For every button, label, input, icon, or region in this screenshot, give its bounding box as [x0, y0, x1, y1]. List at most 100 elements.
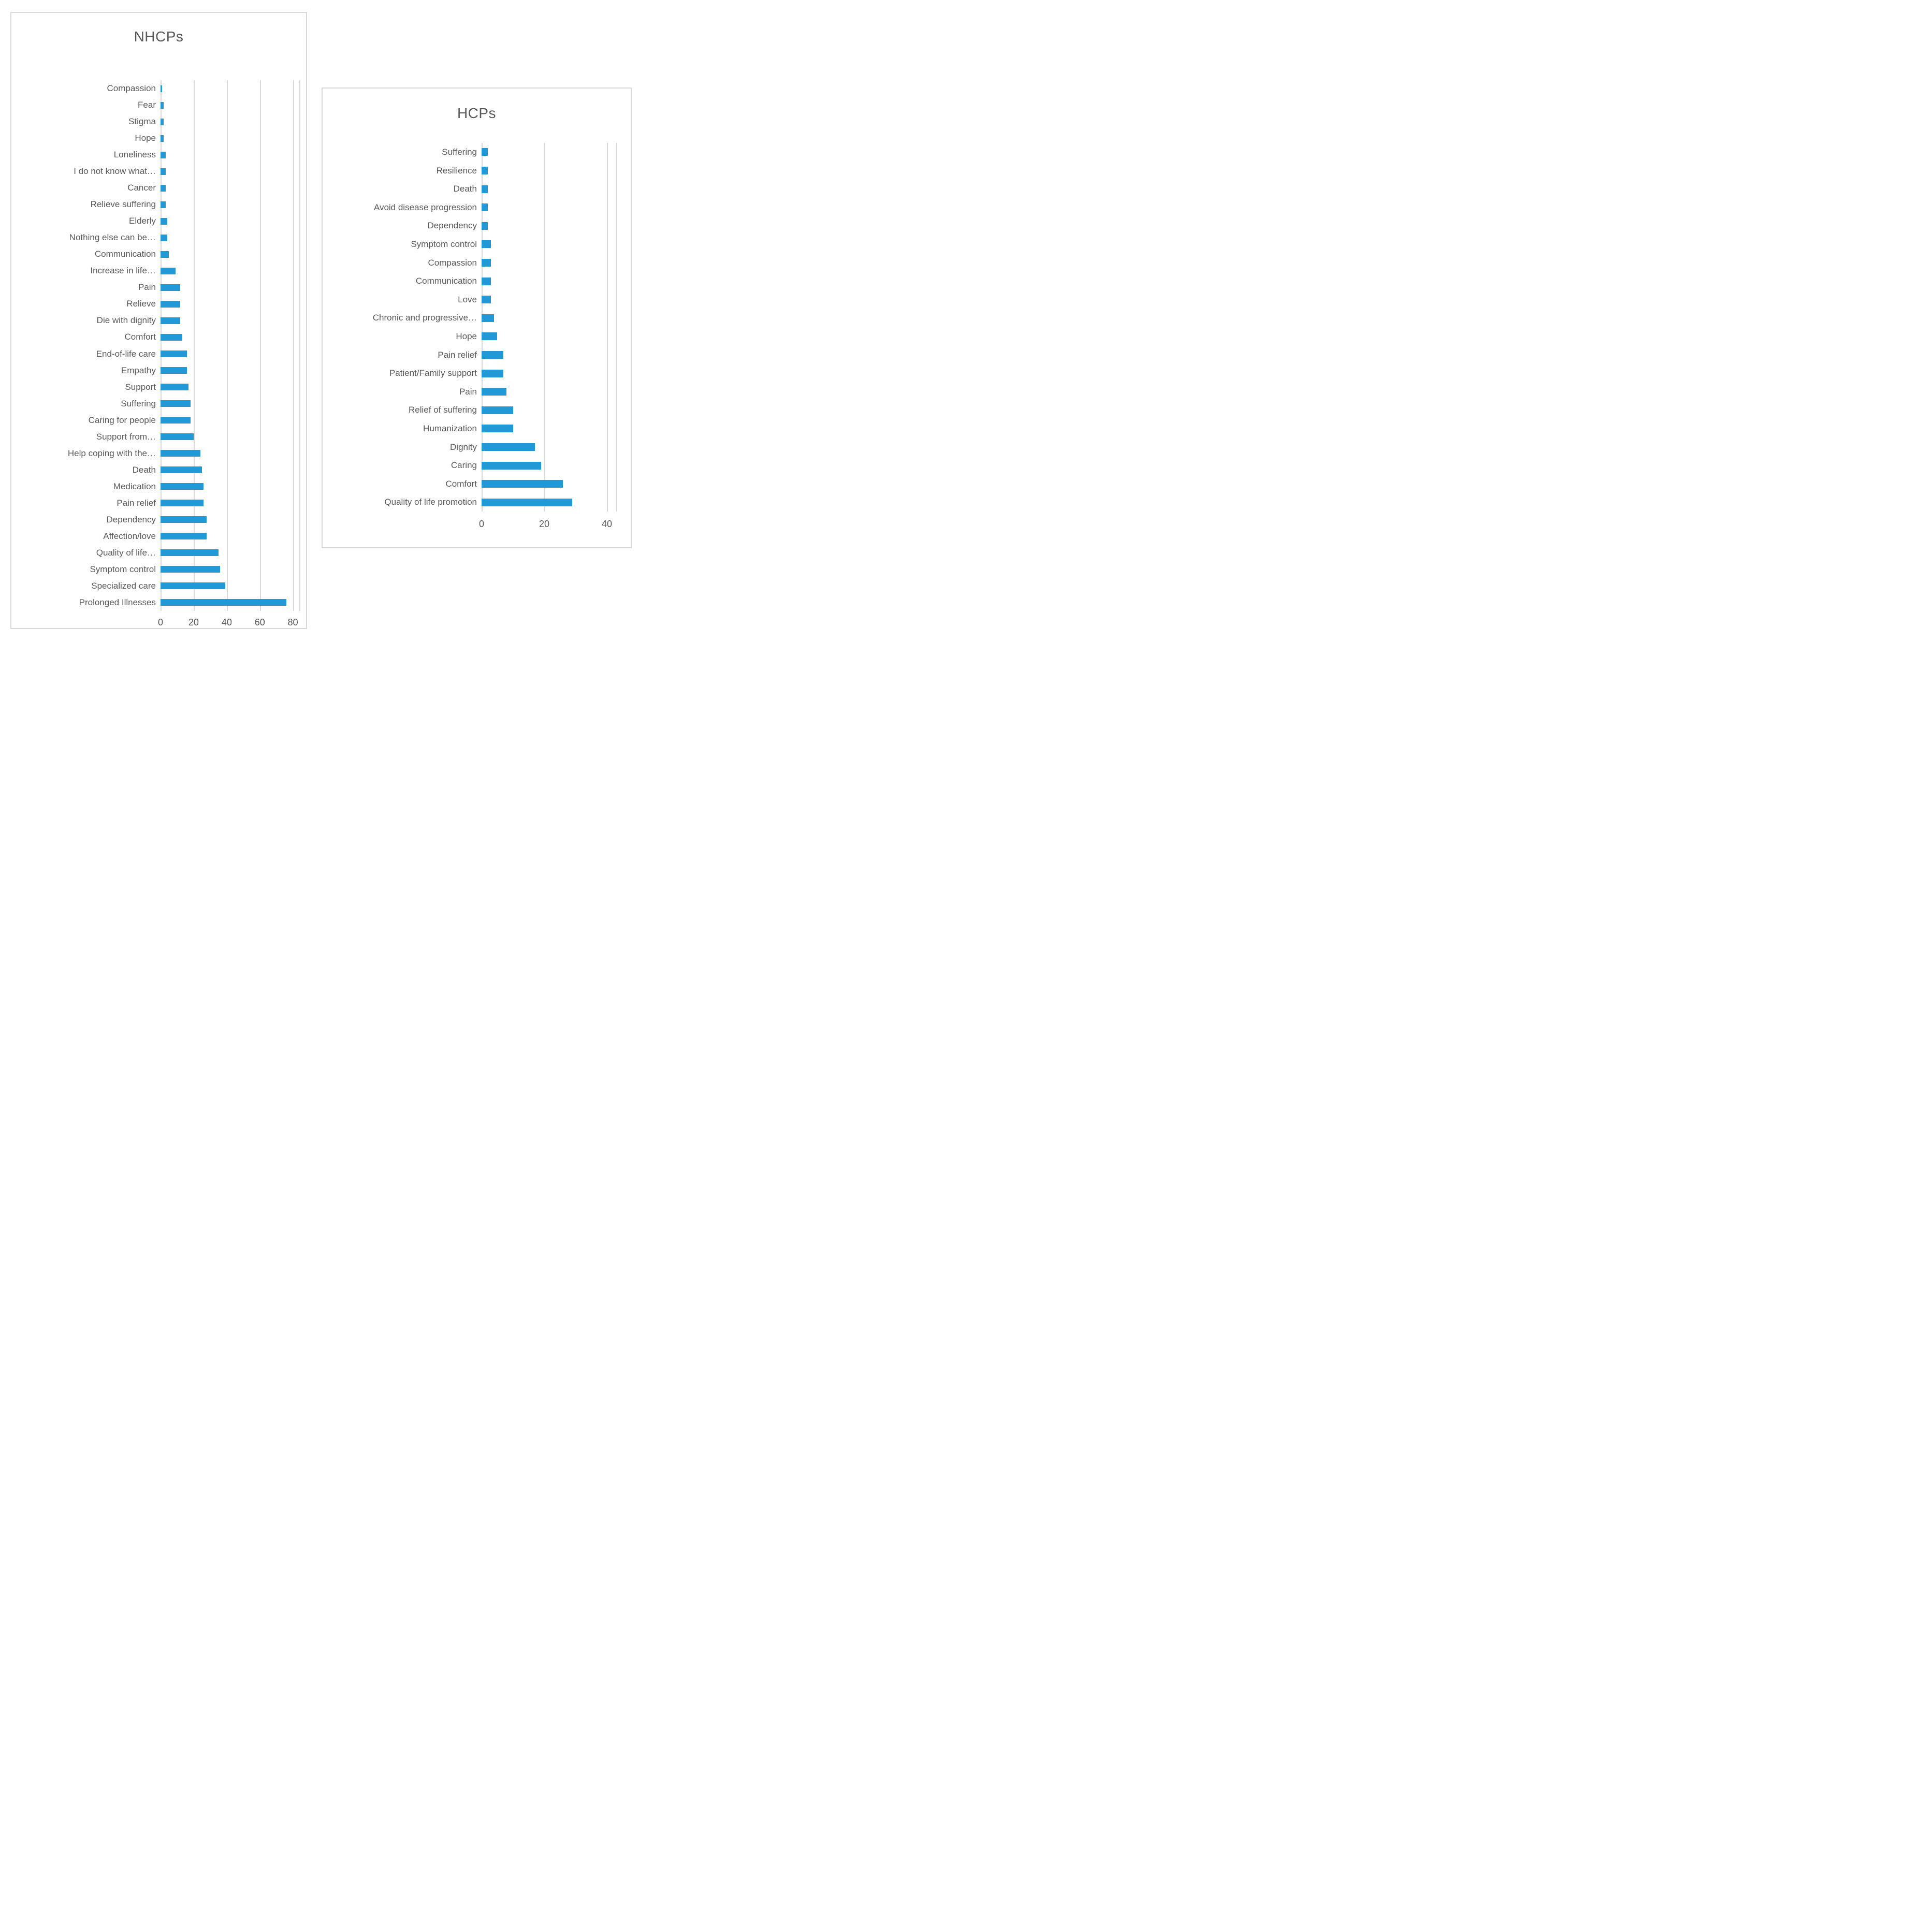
category-label: Medication [113, 481, 156, 491]
bar [482, 406, 513, 414]
bar [161, 333, 182, 341]
category-label: Die with dignity [96, 315, 156, 326]
category-label: Comfort [124, 332, 156, 342]
bar [161, 384, 189, 391]
x-tick-label: 40 [601, 519, 613, 529]
page: NHCPs Compassion Fear Stigma Hope Loneliness… [0, 0, 644, 638]
nhcps-chart-title: NHCPs [134, 28, 184, 45]
gridline [544, 143, 545, 512]
category-label: Avoid disease progression [373, 202, 477, 212]
bar [161, 599, 286, 606]
bar [482, 148, 488, 156]
category-label: Chronic and progressive… [372, 313, 477, 323]
category-label: Loneliness [113, 150, 156, 160]
category-label: I do not know what… [74, 166, 156, 177]
hcps-bar-chart: HCPs Suffering Resilience Death Avoid disea… [322, 87, 632, 548]
category-label: Suffering [121, 398, 156, 408]
bar [482, 332, 498, 341]
category-label: Patient/Family support [389, 368, 477, 378]
bar [161, 284, 181, 291]
bar [482, 314, 495, 322]
bar [161, 101, 164, 109]
category-label: Quality of life promotion [384, 497, 477, 507]
category-label: Increase in life… [90, 266, 156, 276]
category-label: Relieve [126, 299, 156, 309]
category-label: Affection/love [103, 531, 156, 541]
bar [482, 443, 535, 451]
nhcps-bar-chart: NHCPs Compassion Fear Stigma Hope Loneliness… [10, 12, 307, 629]
bar [161, 217, 167, 225]
category-label: Quality of life… [96, 547, 156, 558]
bar [161, 85, 163, 92]
category-label: Stigma [128, 116, 156, 127]
category-label: Dignity [450, 442, 477, 452]
bar [161, 500, 204, 507]
category-label: Support from… [96, 431, 156, 442]
bar [482, 240, 491, 249]
x-tick-label: 60 [254, 617, 265, 627]
bar [482, 425, 513, 433]
bar [161, 234, 167, 241]
category-label: Death [132, 464, 156, 475]
bar [161, 483, 204, 490]
gridline [607, 143, 608, 512]
x-tick-label: 40 [221, 617, 232, 627]
category-label: Communication [415, 276, 477, 286]
category-label: Hope [135, 133, 156, 143]
x-tick-label: 80 [287, 617, 298, 627]
bar [161, 433, 194, 441]
category-label: Relieve suffering [90, 199, 156, 210]
category-label: Resilience [436, 165, 477, 176]
bar [161, 251, 169, 258]
category-label: Pain [459, 386, 477, 397]
bar [161, 351, 187, 358]
bar [161, 533, 207, 540]
bar [161, 566, 221, 573]
category-label: Compassion [428, 257, 477, 268]
category-label: Pain [138, 282, 156, 293]
category-label: Compassion [107, 83, 156, 93]
category-label: Dependency [106, 514, 156, 524]
bar [161, 516, 207, 523]
gridline [482, 143, 483, 512]
x-tick-label: 20 [539, 519, 550, 529]
category-label: Caring for people [88, 415, 156, 425]
bar [482, 222, 488, 230]
category-label: Suffering [442, 147, 477, 157]
category-label: Death [453, 184, 477, 194]
bar [482, 277, 491, 285]
bar [161, 201, 166, 208]
bar [161, 582, 225, 590]
bar [161, 417, 191, 424]
category-label: Dependency [427, 221, 477, 231]
category-label: Comfort [445, 478, 477, 489]
bar [482, 351, 504, 359]
plot-right-border [616, 143, 618, 512]
bar [482, 166, 488, 174]
category-label: Cancer [127, 183, 156, 193]
gridline [161, 80, 162, 611]
bar [161, 400, 191, 407]
category-label: Pain relief [438, 349, 477, 360]
category-label: Symptom control [411, 239, 477, 249]
bar [161, 168, 166, 175]
category-label: Love [458, 294, 477, 304]
bar [161, 300, 181, 308]
bar [161, 466, 202, 474]
x-tick-label: 20 [188, 617, 199, 627]
bar [482, 296, 491, 304]
category-label: Elderly [129, 216, 156, 226]
gridline [193, 80, 195, 611]
bar [161, 135, 164, 142]
bar [482, 203, 488, 212]
x-tick-label: 0 [157, 617, 163, 627]
bar [161, 118, 164, 125]
hcps-chart-title: HCPs [457, 105, 497, 121]
category-label: Communication [94, 249, 156, 259]
x-tick-label: 0 [478, 519, 484, 529]
category-label: Prolonged Illnesses [79, 597, 156, 607]
plot-right-border [299, 80, 301, 611]
category-label: Fear [138, 100, 156, 110]
bar [482, 388, 507, 396]
category-label: Caring [451, 460, 477, 471]
